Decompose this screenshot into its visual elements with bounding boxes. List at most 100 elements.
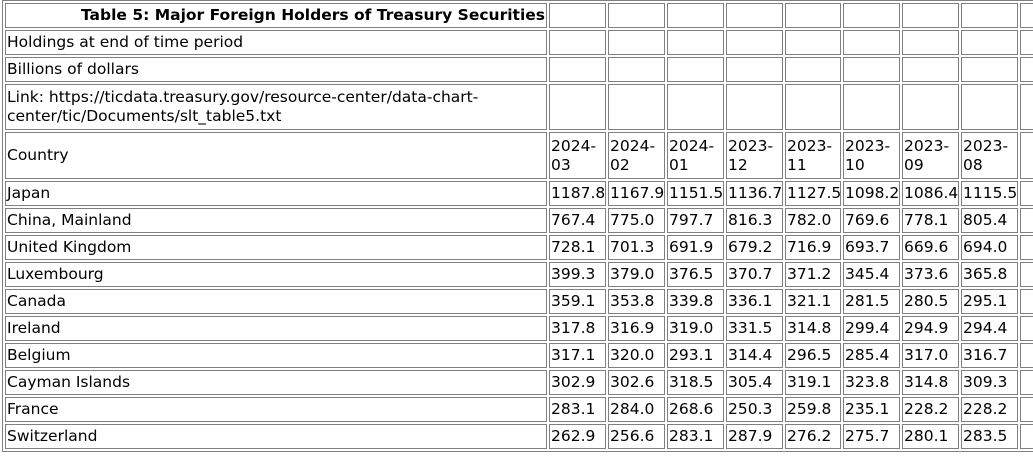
value-cell: 1098.2 [843, 181, 900, 206]
value-cell: 295.1 [961, 289, 1018, 314]
value-cell: 276.2 [785, 424, 841, 449]
empty-cell [1020, 57, 1033, 82]
empty-cell [1020, 424, 1033, 449]
value-cell: 716.9 [785, 235, 841, 260]
value-cell: 336.1 [726, 289, 783, 314]
country-cell: Belgium [5, 343, 547, 368]
period-header: 2024-02 [608, 132, 665, 179]
table-body: Table 5: Major Foreign Holders of Treasu… [5, 3, 1033, 449]
period-header: 2024-01 [667, 132, 724, 179]
value-cell: 305.4 [726, 370, 783, 395]
country-cell: Cayman Islands [5, 370, 547, 395]
value-cell: 283.5 [961, 424, 1018, 449]
table-row: France 283.1 284.0 268.6 250.3 259.8 235.1 228.… [5, 397, 1033, 422]
units-row: Billions of dollars [5, 57, 1033, 82]
value-cell: 316.9 [608, 316, 665, 341]
empty-cell [667, 30, 724, 55]
empty-cell [667, 84, 724, 130]
value-cell: 1187.8 [549, 181, 606, 206]
value-cell: 373.6 [902, 262, 959, 287]
value-cell: 317.0 [902, 343, 959, 368]
empty-cell [1020, 397, 1033, 422]
value-cell: 353.8 [608, 289, 665, 314]
value-cell: 816.3 [726, 208, 783, 233]
empty-cell [1020, 316, 1033, 341]
value-cell: 280.5 [902, 289, 959, 314]
value-cell: 256.6 [608, 424, 665, 449]
value-cell: 316.7 [961, 343, 1018, 368]
empty-cell [785, 3, 841, 28]
value-cell: 323.8 [843, 370, 900, 395]
empty-cell [785, 84, 841, 130]
period-header: 2023-12 [726, 132, 783, 179]
title-row: Table 5: Major Foreign Holders of Treasu… [5, 3, 1033, 28]
value-cell: 1167.9 [608, 181, 665, 206]
empty-cell [549, 57, 606, 82]
value-cell: 359.1 [549, 289, 606, 314]
value-cell: 701.3 [608, 235, 665, 260]
empty-cell [902, 84, 959, 130]
value-cell: 314.8 [785, 316, 841, 341]
empty-cell [1020, 370, 1033, 395]
value-cell: 1151.5 [667, 181, 724, 206]
value-cell: 262.9 [549, 424, 606, 449]
value-cell: 287.9 [726, 424, 783, 449]
empty-cell [961, 57, 1018, 82]
value-cell: 259.8 [785, 397, 841, 422]
country-cell: China, Mainland [5, 208, 547, 233]
value-cell: 331.5 [726, 316, 783, 341]
empty-cell [1020, 132, 1033, 179]
empty-cell [667, 57, 724, 82]
empty-cell [961, 30, 1018, 55]
country-column-header: Country [5, 132, 547, 179]
empty-cell [1020, 235, 1033, 260]
subtitle-holdings: Holdings at end of time period [5, 30, 547, 55]
country-cell: France [5, 397, 547, 422]
empty-cell [726, 30, 783, 55]
value-cell: 318.5 [667, 370, 724, 395]
subtitle-units: Billions of dollars [5, 57, 547, 82]
value-cell: 371.2 [785, 262, 841, 287]
value-cell: 314.4 [726, 343, 783, 368]
table-row: Canada 359.1 353.8 339.8 336.1 321.1 281.5 280.… [5, 289, 1033, 314]
value-cell: 775.0 [608, 208, 665, 233]
empty-cell [549, 3, 606, 28]
empty-cell [843, 3, 900, 28]
empty-cell [549, 84, 606, 130]
empty-cell [902, 57, 959, 82]
table-row: Ireland 317.8 316.9 319.0 331.5 314.8 299.4 294… [5, 316, 1033, 341]
empty-cell [608, 30, 665, 55]
value-cell: 235.1 [843, 397, 900, 422]
value-cell: 320.0 [608, 343, 665, 368]
period-header: 2023-10 [843, 132, 900, 179]
value-cell: 365.8 [961, 262, 1018, 287]
link-row: Link: https://ticdata.treasury.gov/resou… [5, 84, 1033, 130]
empty-cell [1020, 262, 1033, 287]
value-cell: 299.4 [843, 316, 900, 341]
empty-cell [902, 30, 959, 55]
value-cell: 399.3 [549, 262, 606, 287]
empty-cell [1020, 343, 1033, 368]
value-cell: 309.3 [961, 370, 1018, 395]
value-cell: 691.9 [667, 235, 724, 260]
value-cell: 281.5 [843, 289, 900, 314]
subtitle-row: Holdings at end of time period [5, 30, 1033, 55]
empty-cell [843, 57, 900, 82]
period-header: 2023-11 [785, 132, 841, 179]
value-cell: 1127.5 [785, 181, 841, 206]
empty-cell [726, 57, 783, 82]
value-cell: 778.1 [902, 208, 959, 233]
value-cell: 693.7 [843, 235, 900, 260]
source-link[interactable]: Link: https://ticdata.treasury.gov/resou… [5, 84, 547, 130]
table-row: Switzerland 262.9 256.6 283.1 287.9 276.2 275.… [5, 424, 1033, 449]
value-cell: 1136.7 [726, 181, 783, 206]
table-title: Table 5: Major Foreign Holders of Treasu… [5, 3, 547, 28]
empty-cell [726, 84, 783, 130]
value-cell: 228.2 [902, 397, 959, 422]
country-cell: Canada [5, 289, 547, 314]
period-header: 2024-03 [549, 132, 606, 179]
empty-cell [902, 3, 959, 28]
empty-cell [667, 3, 724, 28]
empty-cell [785, 30, 841, 55]
